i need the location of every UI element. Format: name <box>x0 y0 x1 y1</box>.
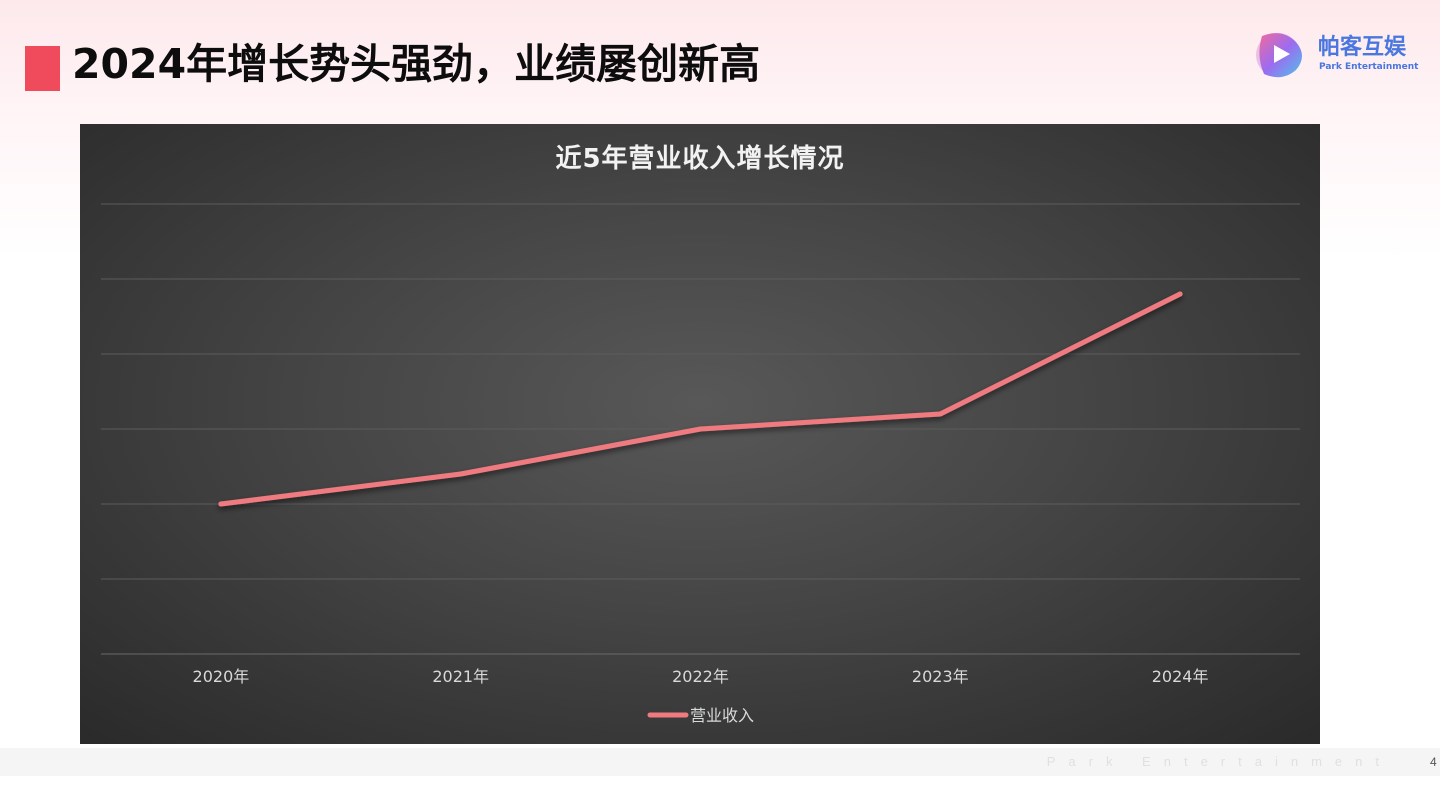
title-accent-bar <box>25 46 60 91</box>
series-layer <box>218 291 1183 507</box>
gridlines <box>101 203 1300 655</box>
footer-brand-text: Park Entertainment <box>1046 754 1392 769</box>
slide-title: 2024年增长势头强劲，业绩屡创新高 <box>72 40 761 88</box>
chart-title: 近5年营业收入增长情况 <box>555 144 845 174</box>
x-tick-label: 2022年 <box>672 667 729 686</box>
data-point <box>218 501 224 507</box>
x-axis-labels: 2020年 2021年 2022年 2023年 2024年 <box>193 667 1209 686</box>
brand-logo: 帕客互娱 Park Entertainment <box>1252 26 1422 82</box>
x-tick-label: 2021年 <box>432 667 489 686</box>
data-point <box>458 471 464 477</box>
data-point <box>937 411 943 417</box>
legend: 营业收入 <box>647 706 754 725</box>
x-tick-label: 2024年 <box>1152 667 1209 686</box>
x-tick-label: 2020年 <box>193 667 250 686</box>
footer-band <box>0 748 1440 776</box>
data-point <box>1177 291 1183 297</box>
logo-subtitle: Park Entertainment <box>1319 62 1419 72</box>
line-chart-canvas: 2020年 2021年 2022年 2023年 2024年 营业收入 <box>101 203 1300 725</box>
play-logo-icon <box>1256 33 1302 78</box>
series-line-revenue <box>218 291 1183 507</box>
page-number: 4 <box>1430 755 1437 769</box>
x-tick-label: 2023年 <box>912 667 969 686</box>
logo-name: 帕客互娱 <box>1318 35 1407 60</box>
legend-label: 营业收入 <box>690 706 754 725</box>
data-point <box>698 426 703 432</box>
revenue-chart: 近5年营业收入增长情况 2020年 2021年 2022年 2023年 2024年 营业… <box>80 124 1320 744</box>
